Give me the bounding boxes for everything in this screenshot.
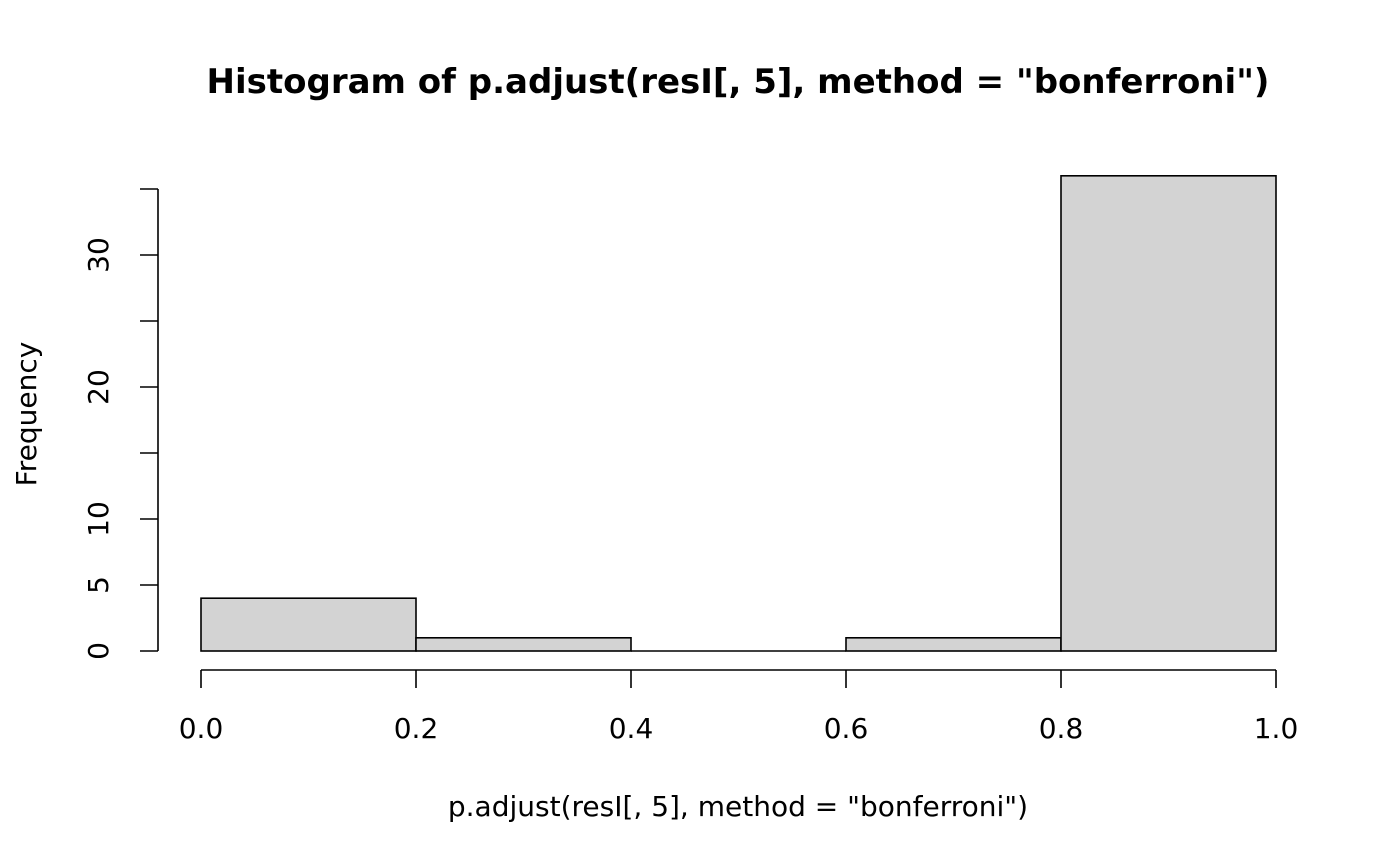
histogram-bar-4 [1060,175,1277,652]
x-tick-label: 0.8 [1039,712,1084,745]
y-tick-label: 5 [82,576,115,594]
histogram-bar-0 [200,597,417,652]
x-tick-label: 0.0 [179,712,224,745]
x-axis: 0.0 0.2 0.4 0.6 0.8 1.0 [179,669,1299,745]
x-axis-label: p.adjust(resI[, 5], method = "bonferroni… [448,790,1028,823]
x-tick-label: 0.4 [609,712,654,745]
y-tick-label: 30 [82,237,115,273]
histogram-bar-3 [845,636,1062,652]
x-tick-label: 0.2 [394,712,439,745]
y-axis-label: Frequency [10,342,43,487]
x-tick-label: 0.6 [824,712,869,745]
y-tick-label: 0 [82,642,115,660]
bars-group [200,175,1277,652]
y-tick-label: 20 [82,369,115,405]
x-tick-label: 1.0 [1254,712,1299,745]
y-axis: 0 5 10 20 30 [82,188,159,660]
y-tick-label: 10 [82,501,115,537]
histogram-bar-1 [415,636,632,652]
chart-title: Histogram of p.adjust(resI[, 5], method … [207,62,1270,102]
